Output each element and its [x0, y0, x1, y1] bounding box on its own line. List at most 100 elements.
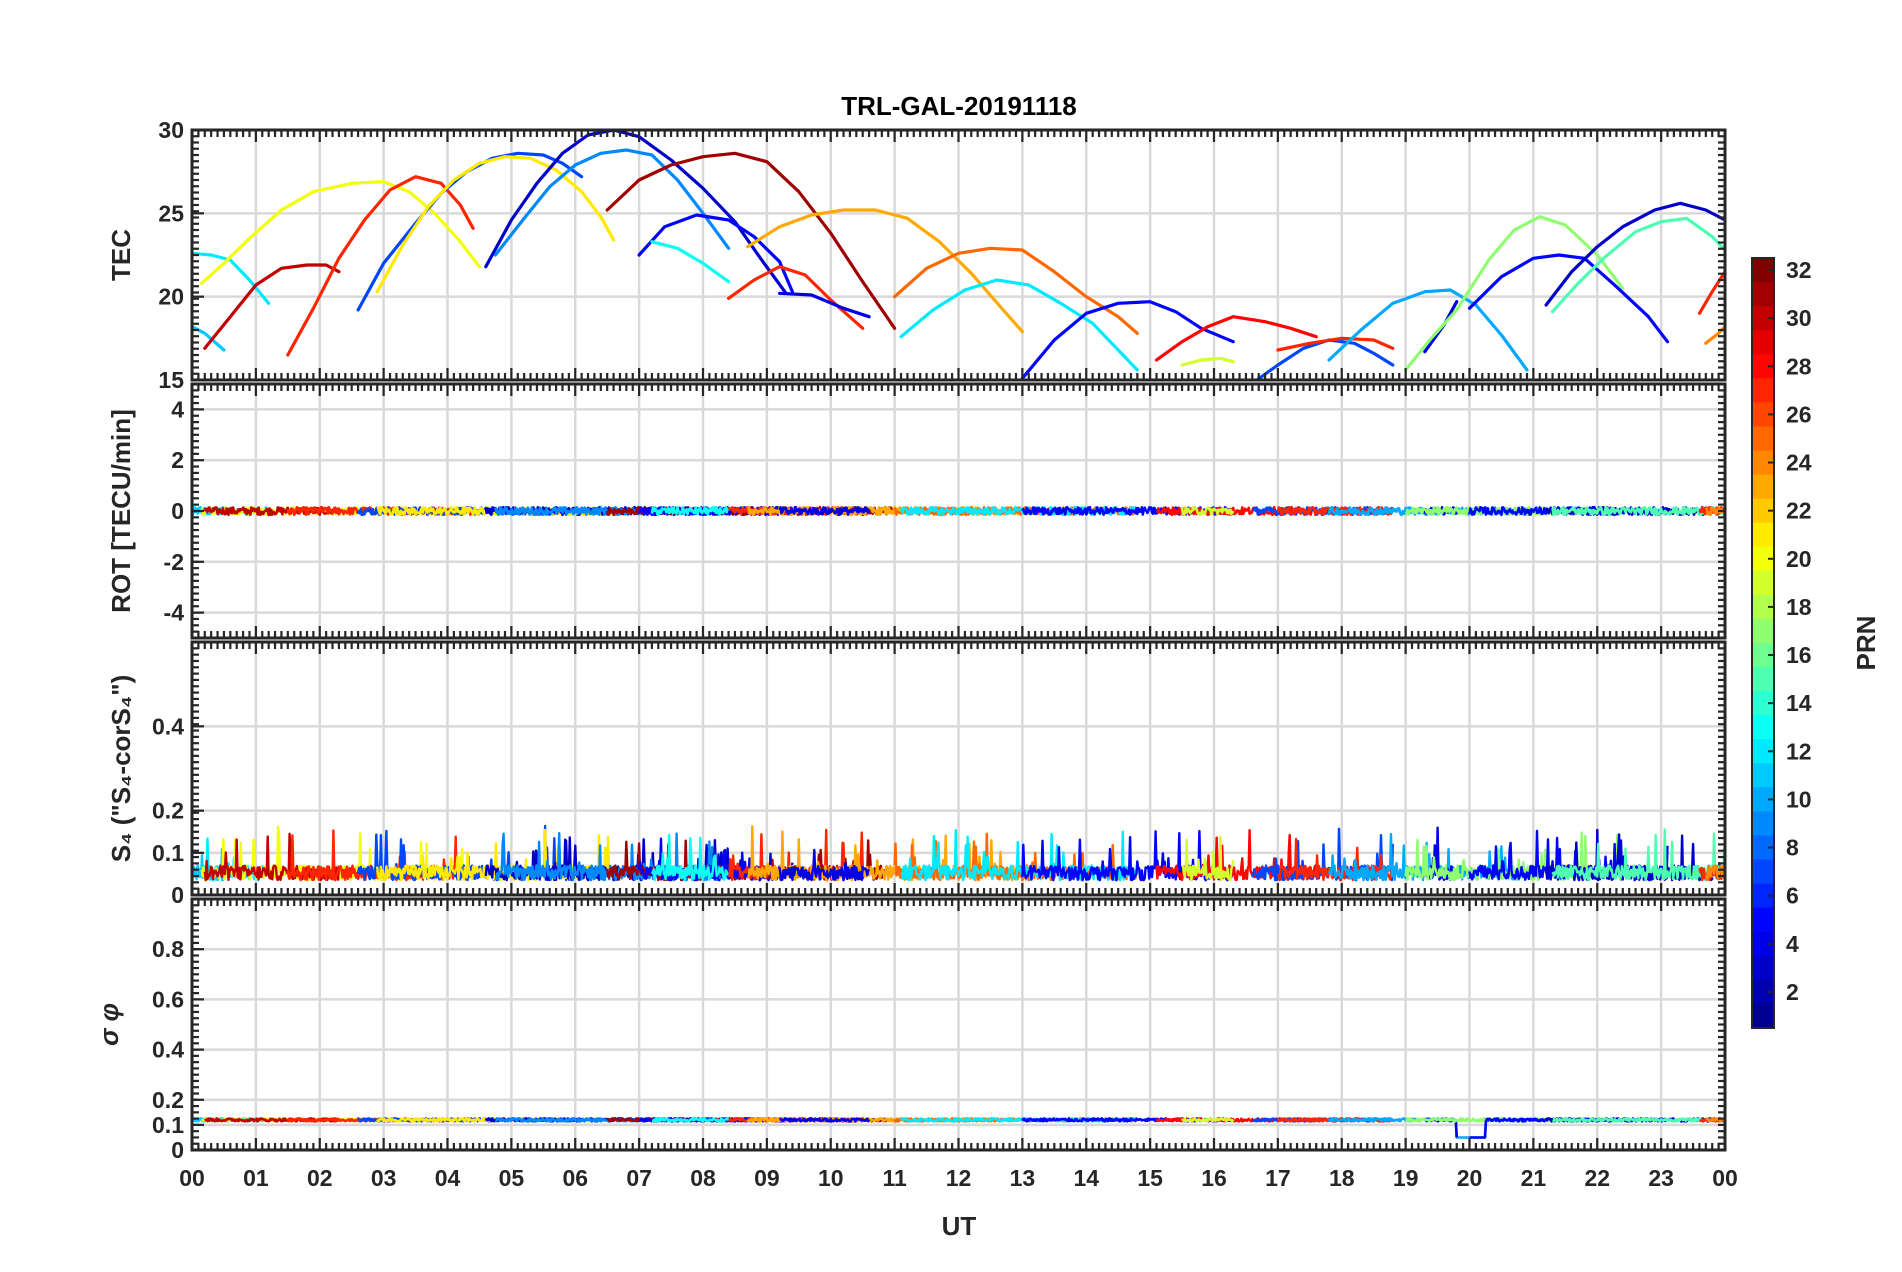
colorbar-segment [1752, 907, 1774, 933]
colorbar-segment [1752, 787, 1774, 813]
y-tick-label-sigma: 0.6 [152, 986, 184, 1012]
s4-series-prn-24 [1704, 864, 1725, 881]
x-tick-label: 19 [1393, 1165, 1419, 1191]
panel-frame-tec [190, 128, 1727, 382]
colorbar-segment [1752, 667, 1774, 692]
s4-series-prn-19 [1181, 835, 1235, 882]
colorbar-segment [1752, 330, 1774, 355]
colorbar-segment [1752, 691, 1774, 716]
s4-series-prn-4 [778, 848, 871, 882]
y-tick-label-rot: 2 [171, 447, 184, 473]
colorbar-segment [1752, 474, 1774, 500]
y-axis-label-sigma: σ φ [94, 1003, 124, 1046]
rot-series-prn-13 [650, 505, 730, 517]
colorbar-tick-label: 32 [1786, 257, 1812, 283]
rot-series-prn-12 [899, 505, 1139, 517]
x-tick-label: 15 [1137, 1165, 1163, 1191]
sigma-series-prn-19 [1180, 1117, 1235, 1123]
tec-series-prn-19 [1180, 356, 1235, 367]
colorbar-segment [1752, 739, 1774, 764]
tec-series-prn-20 [200, 180, 481, 285]
tec-series-prn-9 [493, 148, 731, 257]
colorbar-tick-label: 28 [1786, 353, 1812, 379]
x-tick-label: 03 [371, 1165, 397, 1191]
tec-series-prn-12 [899, 278, 1139, 372]
colorbar-segment [1752, 955, 1774, 981]
panel-frame-sigma [190, 897, 1727, 1152]
tec-series-prn-7 [356, 151, 584, 312]
x-tick-label: 23 [1648, 1165, 1674, 1191]
x-tick-label: 04 [435, 1165, 461, 1191]
colorbar-segment [1752, 859, 1774, 885]
y-axis-label-tec: TEC [106, 229, 136, 281]
x-tick-label: 06 [562, 1165, 588, 1191]
colorbar-segment [1752, 546, 1774, 572]
panel-frame-rot [190, 382, 1727, 640]
colorbar-tick-label: 6 [1786, 883, 1799, 909]
colorbar-segment [1752, 594, 1774, 620]
rot-series-prn-15 [1551, 505, 1725, 517]
colorbar-segment [1752, 570, 1774, 596]
colorbar-tick-label: 12 [1786, 738, 1812, 764]
y-tick-label-tec: 30 [158, 117, 184, 143]
x-tick-label: 00 [179, 1165, 205, 1191]
x-tick-label: 02 [307, 1165, 333, 1191]
x-tick-label: 17 [1265, 1165, 1291, 1191]
colorbar-label: PRN [1851, 616, 1881, 671]
sigma-series-prn-4 [778, 1117, 871, 1123]
tec-series-prn-31 [605, 151, 897, 330]
tec-series-prn-4 [777, 291, 871, 319]
panel-sigma: 00.10.2 0.4 0.6 0.8 σ φ [94, 897, 1727, 1163]
y-tick-label-sigma: 0 [171, 1137, 184, 1163]
tec-series-prn-21 [375, 155, 616, 294]
colorbar-segment [1752, 715, 1774, 740]
y-axis-label-rot: ROT [TECU/min] [106, 409, 136, 613]
tec-series-prn-27 [286, 175, 475, 357]
colorbar-segment [1752, 282, 1774, 307]
colorbar-segment [1752, 402, 1774, 428]
rot-series-prn-4 [778, 505, 871, 517]
x-tick-label: 16 [1201, 1165, 1227, 1191]
colorbar-tick-label: 26 [1786, 401, 1812, 427]
tec-series-prn-5 [1467, 253, 1670, 344]
tec-series-prn-12 [192, 251, 271, 305]
y-tick-label-rot: 4 [171, 396, 184, 422]
tec-series-prn-28 [1154, 315, 1318, 362]
y-tick-label-s4: 0.4 [152, 713, 184, 739]
sigma-series-prn-15 [1552, 1117, 1725, 1123]
y-tick-label-sigma: 0.2 [152, 1087, 184, 1113]
colorbar-segment [1752, 1003, 1774, 1029]
colorbar-tick-label: 4 [1786, 931, 1799, 957]
x-tick-label: 00 [1712, 1165, 1738, 1191]
y-tick-label-s4: 0.1 [152, 840, 184, 866]
x-tick-label: 09 [754, 1165, 780, 1191]
tec-series-prn-13 [650, 240, 731, 284]
sigma-series-prn-13 [651, 1117, 730, 1123]
x-tick-label: 05 [499, 1165, 525, 1191]
colorbar-segment [1752, 763, 1774, 788]
colorbar-tick-label: 24 [1786, 450, 1812, 476]
tec-series-prn-30 [203, 263, 341, 350]
tec-series-prn-15 [1550, 216, 1725, 314]
colorbar-segment [1752, 498, 1774, 524]
colorbar-tick-label: 30 [1786, 305, 1812, 331]
colorbar-segment [1752, 306, 1774, 331]
x-axis-label: UT [942, 1211, 977, 1241]
y-tick-label-sigma: 0.8 [152, 936, 184, 962]
colorbar-tick-label: 14 [1786, 690, 1812, 716]
panel-s4: 0 0.1 0.2 0.4 S₄ ("S₄-corS₄") [106, 640, 1727, 908]
panel-rot: -4 -2 0 2 4 ROT [TECU/min] [106, 382, 1727, 640]
colorbar-segment [1752, 883, 1774, 909]
x-tick-label: 18 [1329, 1165, 1355, 1191]
colorbar-segment [1752, 811, 1774, 837]
colorbar-tick-label: 20 [1786, 546, 1812, 572]
tec-series-prn-5 [1020, 300, 1235, 380]
s4-series-prn-13 [650, 833, 730, 882]
colorbar-segment [1752, 979, 1774, 1005]
colorbar-tick-label: 16 [1786, 642, 1812, 668]
y-tick-label-rot: -2 [164, 549, 184, 575]
colorbar-segment [1752, 450, 1774, 476]
y-tick-label-tec: 25 [158, 200, 184, 226]
